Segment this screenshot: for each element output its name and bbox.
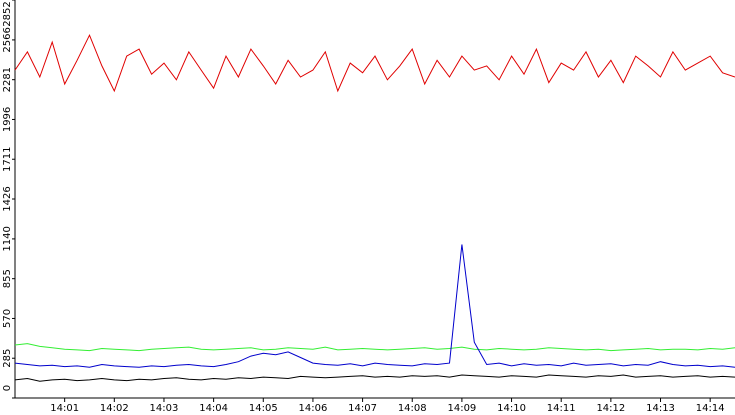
x-tick-label: 14:12 bbox=[596, 403, 625, 414]
y-tick-label: 855 bbox=[2, 269, 13, 288]
x-tick-label: 14:09 bbox=[447, 403, 476, 414]
x-tick-label: 14:04 bbox=[199, 403, 228, 414]
y-tick-label: 2281 bbox=[2, 67, 13, 92]
series-line bbox=[14, 33, 735, 93]
x-tick-label: 14:11 bbox=[547, 403, 576, 414]
x-tick-label: 14:13 bbox=[646, 403, 675, 414]
x-tick-label: 14:14 bbox=[696, 403, 725, 414]
y-tick-label: 1996 bbox=[2, 107, 13, 132]
x-tick-label: 14:10 bbox=[497, 403, 526, 414]
y-tick-label: 0 bbox=[2, 385, 13, 391]
y-tick-label: 1711 bbox=[2, 147, 13, 172]
x-tick-label: 14:01 bbox=[50, 403, 79, 414]
series-line bbox=[14, 244, 735, 368]
y-tick-label: 1426 bbox=[2, 186, 13, 211]
y-tick-label: 2566 bbox=[2, 27, 13, 52]
x-tick-label: 14:08 bbox=[398, 403, 427, 414]
x-tick-label: 14:03 bbox=[150, 403, 179, 414]
x-tick-label: 14:06 bbox=[299, 403, 328, 414]
y-tick-label: 285 bbox=[2, 349, 13, 368]
x-tick-label: 14:05 bbox=[249, 403, 278, 414]
y-tick-label: 1140 bbox=[2, 226, 13, 251]
x-tick-label: 14:07 bbox=[348, 403, 377, 414]
y-tick-label: 570 bbox=[2, 309, 13, 328]
series-line bbox=[14, 343, 735, 352]
x-tick-label: 14:02 bbox=[100, 403, 129, 414]
y-tick-label: 2852 bbox=[2, 1, 13, 26]
series-line bbox=[14, 374, 735, 382]
